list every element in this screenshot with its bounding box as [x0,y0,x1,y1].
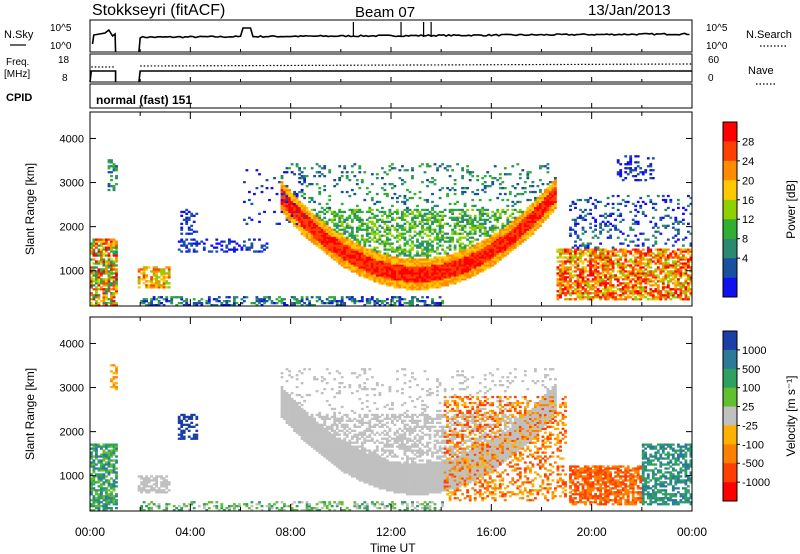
x-tick-label: 08:00 [276,525,306,539]
colorbar-tick-label: 20 [742,175,754,187]
colorbar-swatch [723,160,737,181]
noise-sky-line [91,27,690,53]
nsky-label: N.Sky [4,29,34,41]
y-axis-label: Slant Range [km] [23,368,37,460]
freq-left-tick-bottom: 8 [62,73,68,84]
colorbar-tick-label: 8 [742,234,748,246]
colorbar-swatch [723,258,737,278]
power-colorbar: 28 24 20 16 12 8 4 Power [dB] [722,121,798,298]
colorbar-label: Power [dB] [784,180,798,239]
colorbar-swatch [723,387,737,407]
y-tick-label: 4000 [60,133,84,145]
colorbar-swatch [723,444,737,464]
freq-unit-label: [MHz] [4,69,30,80]
nave-label: Nave [748,65,774,77]
x-tick-label: 00:00 [677,525,707,539]
noise-right-tick-top: 10^5 [706,23,728,34]
freq-right-tick-bottom: 0 [708,73,714,84]
beam-label: Beam 07 [355,4,415,21]
colorbar-tick-label: -100 [742,439,764,451]
colorbar-swatch [723,238,737,259]
freq-right-tick-top: 60 [708,55,720,66]
nsearch-label: N.Search [746,29,792,41]
colorbar-label: Velocity [m s⁻¹] [784,375,798,456]
nave-line [91,63,693,68]
velocity-colorbar: 1000 500 100 25 -25 -100 -500 -1000 Velocity [m … [722,330,798,502]
colorbar-swatch [723,277,737,298]
station-title: Stokkseyri (fitACF) [92,2,225,19]
y-tick-label: 4000 [60,338,84,350]
freq-label: Freq. [6,57,29,68]
colorbar-swatch [723,122,737,142]
colorbar-swatch [723,180,737,200]
colorbar-tick-label: 1000 [742,345,766,357]
x-tick-label: 12:00 [376,525,406,539]
y-axis-label: Slant Range [km] [23,163,37,255]
power-axes: 1000 2000 3000 4000 Slant Range [km] [23,112,693,306]
freq-left-tick-top: 18 [58,55,70,66]
colorbar-tick-label: -500 [742,458,764,470]
x-axis-label: Time UT [370,541,416,554]
colorbar-swatch [723,199,737,220]
y-tick-label: 2000 [60,222,84,234]
x-tick-label: 20:00 [577,525,607,539]
x-tick-label: 00:00 [75,525,105,539]
x-tick-label: 04:00 [175,525,205,539]
frequency-line [89,70,692,83]
colorbar-tick-label: 16 [742,195,754,207]
y-tick-label: 1000 [60,266,84,278]
noise-left-tick-bottom: 10^0 [50,41,72,52]
time-axis: 00:00 04:00 08:00 12:00 16:00 20:00 00:00 [75,525,707,539]
colorbar-tick-label: 24 [742,156,754,168]
colorbar-tick-label: -25 [742,420,758,432]
colorbar-tick-label: -1000 [742,477,770,489]
velocity-heatmap [90,364,693,512]
colorbar-swatch [723,406,737,426]
y-tick-label: 1000 [60,471,84,483]
colorbar-tick-label: 25 [742,402,754,414]
colorbar-tick-label: 500 [742,364,760,376]
y-tick-label: 2000 [60,427,84,439]
colorbar-swatch [723,425,737,445]
velocity-axes: 1000 2000 3000 4000 Slant Range [km] [23,317,693,511]
colorbar-tick-label: 28 [742,136,754,148]
colorbar-swatch [723,349,737,370]
y-tick-label: 3000 [60,178,84,190]
noise-left-tick-top: 10^5 [50,23,72,34]
colorbar-swatch [723,482,737,502]
date-label: 13/Jan/2013 [588,2,671,19]
colorbar-swatch [723,463,737,483]
noise-right-tick-bottom: 10^0 [706,41,728,52]
cpid-label: CPID [6,92,32,104]
y-tick-label: 3000 [60,383,84,395]
colorbar-swatch [723,219,737,239]
colorbar-tick-label: 100 [742,383,760,395]
x-tick-label: 16:00 [476,525,506,539]
colorbar-tick-label: 4 [742,253,748,265]
cpid-value: normal (fast) 151 [96,93,192,107]
colorbar-swatch [723,368,737,388]
colorbar-swatch [723,331,737,351]
colorbar-swatch [723,141,737,162]
colorbar-tick-label: 12 [742,214,754,226]
power-heatmap [90,155,693,307]
